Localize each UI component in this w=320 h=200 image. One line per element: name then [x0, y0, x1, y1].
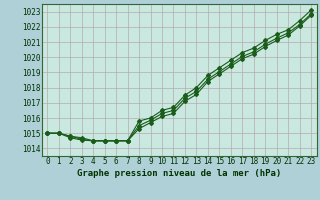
X-axis label: Graphe pression niveau de la mer (hPa): Graphe pression niveau de la mer (hPa)	[77, 169, 281, 178]
